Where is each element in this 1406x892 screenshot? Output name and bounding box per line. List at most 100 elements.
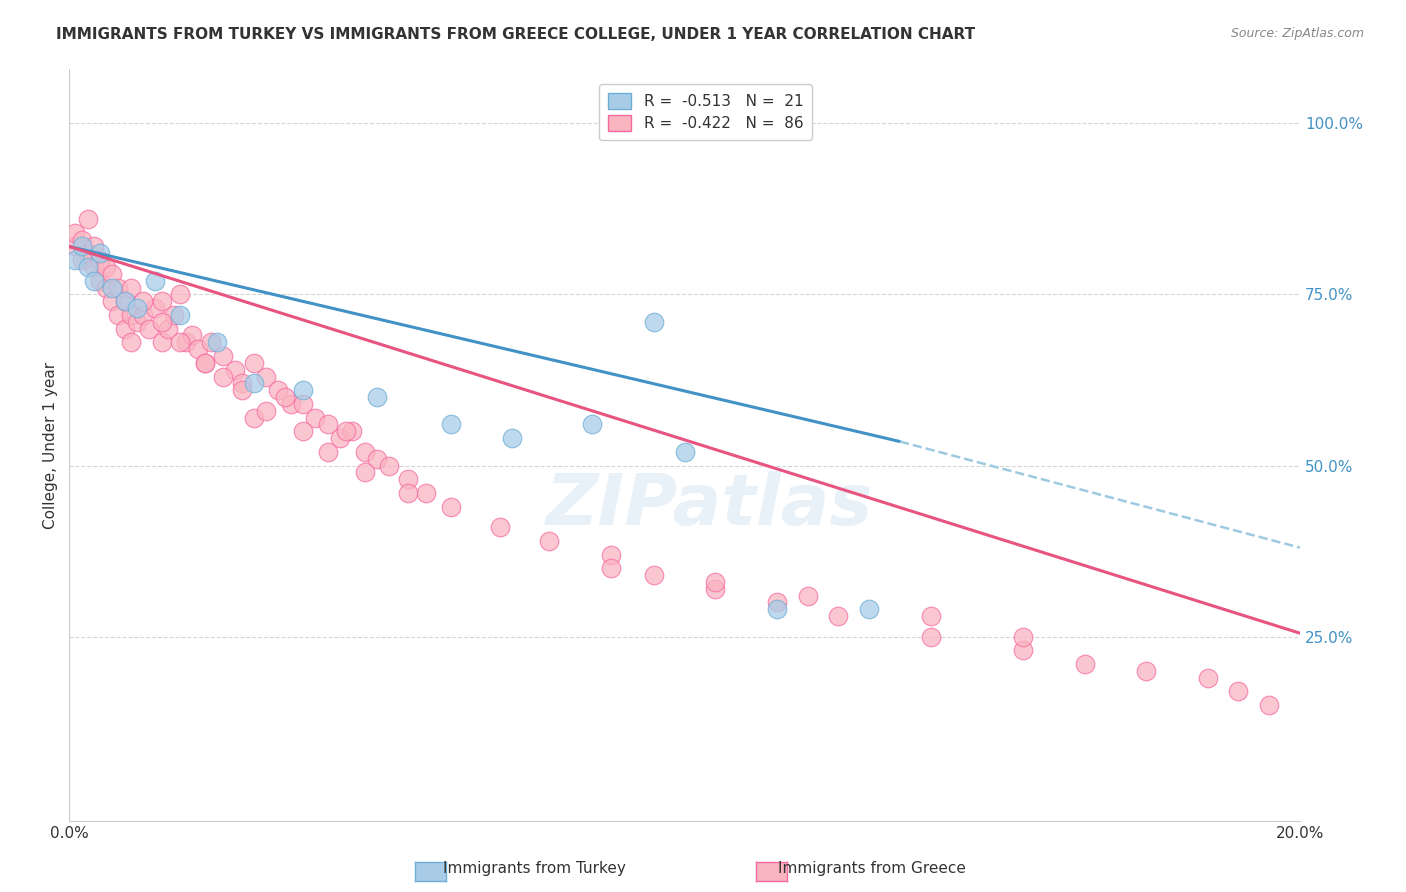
Point [280,397,302,411]
Point [145,274,167,288]
Point [335,425,357,439]
Point [766,595,789,609]
Point [114,294,136,309]
Point [1073,657,1095,671]
Point [1258,698,1281,712]
Point [243,410,266,425]
Point [200,335,222,350]
Point [150,294,173,309]
Point [273,390,295,404]
Point [89,246,111,260]
Point [156,321,179,335]
Point [145,301,167,315]
Point [1197,671,1219,685]
Point [231,383,253,397]
Point [65,239,87,253]
Point [378,458,401,473]
Point [292,383,315,397]
Point [704,574,727,589]
Point [599,561,621,575]
Point [132,294,155,309]
Text: ZIPatlas: ZIPatlas [546,471,873,540]
Point [83,260,105,274]
Point [292,425,315,439]
Point [150,315,173,329]
Point [581,417,603,432]
Text: Immigrants from Greece: Immigrants from Greece [778,861,966,876]
Point [766,602,789,616]
Point [96,280,118,294]
Point [329,431,352,445]
Point [194,356,217,370]
Point [920,609,942,624]
Point [396,472,419,486]
Point [316,417,339,432]
Point [396,486,419,500]
Point [440,417,463,432]
Point [501,431,523,445]
Point [366,390,388,404]
Point [366,451,388,466]
Point [920,630,942,644]
Point [1012,643,1035,657]
Point [243,376,266,391]
Point [1135,664,1157,678]
Point [83,274,105,288]
Point [83,239,105,253]
Y-axis label: College, Under 1 year: College, Under 1 year [44,361,58,529]
Point [212,369,235,384]
Point [125,315,148,329]
Point [107,280,129,294]
Point [174,335,197,350]
Point [169,287,191,301]
Point [181,328,204,343]
Point [796,589,818,603]
Point [114,321,136,335]
Point [538,533,561,548]
Point [254,369,277,384]
Point [673,445,696,459]
Text: IMMIGRANTS FROM TURKEY VS IMMIGRANTS FROM GREECE COLLEGE, UNDER 1 YEAR CORRELATI: IMMIGRANTS FROM TURKEY VS IMMIGRANTS FRO… [56,27,976,42]
Point [169,308,191,322]
Point [163,308,186,322]
Point [212,349,235,363]
Point [114,294,136,309]
Point [827,609,849,624]
Point [415,486,437,500]
Point [65,226,87,240]
Point [89,274,111,288]
Point [254,403,277,417]
Point [76,246,98,260]
Point [101,294,124,309]
Point [125,301,148,315]
Point [70,239,93,253]
Point [107,308,129,322]
Point [643,315,665,329]
Point [440,500,463,514]
Point [96,260,118,274]
Point [120,280,142,294]
Point [132,308,155,322]
Point [150,335,173,350]
Point [101,267,124,281]
Point [70,253,93,268]
Point [76,212,98,227]
Point [267,383,290,397]
Point [353,445,375,459]
Point [599,548,621,562]
Point [858,602,880,616]
Point [231,376,253,391]
Point [120,308,142,322]
Point [643,568,665,582]
Point [89,253,111,268]
Point [138,321,160,335]
Point [120,335,142,350]
Point [243,356,266,370]
Text: Source: ZipAtlas.com: Source: ZipAtlas.com [1230,27,1364,40]
Point [65,253,87,268]
Point [194,356,217,370]
Point [169,335,191,350]
Point [316,445,339,459]
Point [342,425,364,439]
Point [1227,684,1250,698]
